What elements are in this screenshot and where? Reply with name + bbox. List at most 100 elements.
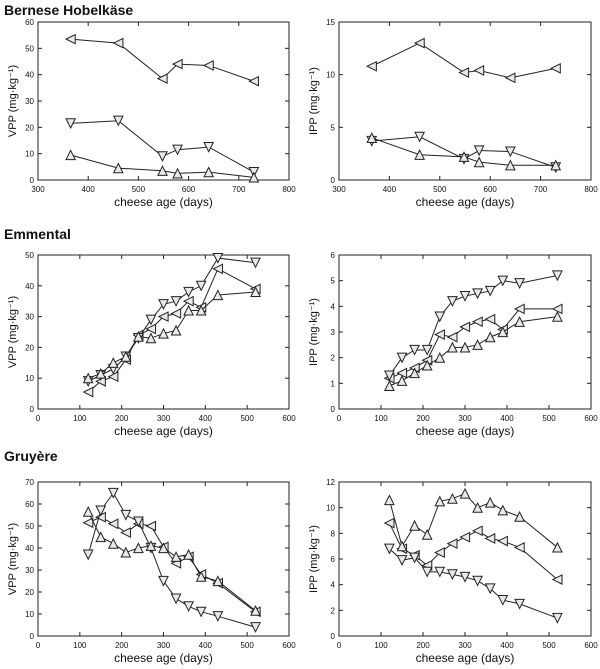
- data-point: [112, 115, 124, 127]
- x-tick-label: 600: [182, 185, 196, 194]
- data-point: [497, 326, 509, 338]
- data-point: [396, 352, 408, 364]
- data-point: [459, 321, 471, 333]
- chart-5: 0 100 200 300 400 500 600 0 10 20 30 40 50 60 70 cheese…: [7, 478, 296, 665]
- data-point: [157, 311, 169, 323]
- data-point: [434, 547, 445, 558]
- chart-3: 0 100 200 300 400 500 600 0 10 20 30 40 50 cheese age…: [7, 251, 296, 438]
- data-point: [112, 162, 124, 174]
- y-tick-label: 40: [25, 544, 34, 553]
- data-point: [484, 583, 496, 595]
- data-point: [250, 286, 261, 298]
- data-point: [82, 505, 94, 517]
- data-point: [120, 546, 132, 558]
- data-point: [132, 542, 144, 554]
- data-point: [409, 552, 421, 564]
- y-tick-label: 6: [331, 251, 336, 260]
- data-point: [413, 37, 425, 49]
- data-point: [120, 527, 131, 539]
- y-tick-label: 1: [331, 379, 336, 388]
- data-point: [484, 496, 496, 508]
- y-tick-label: 20: [25, 123, 34, 132]
- data-point: [472, 339, 484, 350]
- y-tick-label: 30: [25, 313, 34, 322]
- x-tick-label: 400: [199, 641, 213, 650]
- data-point: [112, 37, 124, 49]
- series-up: [65, 149, 260, 183]
- x-axis-label: cheese age (days): [416, 195, 515, 209]
- data-point: [409, 344, 421, 356]
- data-point: [250, 257, 261, 269]
- data-point: [212, 263, 223, 275]
- y-tick-label: 20: [25, 588, 34, 597]
- x-tick-label: 400: [500, 414, 514, 423]
- x-tick-label: 500: [542, 641, 556, 650]
- section-title-emmental: Emmental: [4, 226, 71, 242]
- x-tick-label: 600: [584, 641, 598, 650]
- chart-1: 300 400 500 600 700 800 0 10 20 30 40 50 60 cheese ag…: [7, 18, 296, 209]
- x-tick-label: 300: [157, 641, 171, 650]
- x-tick-label: 100: [374, 641, 388, 650]
- data-point: [195, 570, 207, 582]
- data-point: [414, 149, 426, 160]
- data-point: [459, 290, 471, 302]
- x-tick-label: 500: [240, 414, 254, 423]
- data-point: [473, 65, 485, 76]
- series-down: [65, 115, 260, 178]
- y-tick-label: 0: [331, 405, 336, 414]
- y-axis-label: IPP (mg·kg⁻¹): [308, 525, 320, 593]
- y-tick-label: 40: [25, 282, 34, 291]
- y-tick-label: 4: [331, 302, 336, 311]
- data-point: [504, 159, 516, 171]
- series-line: [87, 492, 256, 628]
- data-point: [212, 575, 224, 587]
- data-point: [145, 540, 157, 551]
- series-line: [70, 120, 255, 173]
- data-point: [497, 504, 509, 516]
- data-point: [183, 601, 195, 613]
- y-tick-label: 0: [331, 632, 336, 641]
- x-tick-label: 600: [282, 641, 296, 650]
- section-title-gruyere: Gruyère: [4, 448, 58, 464]
- y-tick-label: 50: [25, 251, 34, 260]
- x-tick-label: 700: [232, 185, 246, 194]
- x-axis-label: cheese age (days): [114, 651, 213, 665]
- data-point: [182, 295, 194, 307]
- series-up: [383, 487, 563, 553]
- data-point: [170, 593, 182, 605]
- x-tick-label: 400: [383, 185, 397, 194]
- data-point: [366, 132, 378, 143]
- x-tick-label: 0: [36, 414, 41, 423]
- data-point: [551, 541, 563, 553]
- data-point: [157, 165, 168, 176]
- data-point: [212, 611, 224, 622]
- data-point: [458, 67, 470, 78]
- data-point: [396, 540, 408, 552]
- x-tick-label: 200: [416, 414, 430, 423]
- data-point: [414, 131, 426, 143]
- data-point: [170, 551, 182, 562]
- data-point: [550, 62, 561, 74]
- data-point: [514, 598, 526, 610]
- data-point: [421, 344, 433, 356]
- y-tick-label: 50: [25, 522, 34, 531]
- data-point: [514, 316, 526, 327]
- data-point: [170, 324, 182, 336]
- x-tick-label: 500: [240, 641, 254, 650]
- data-point: [145, 314, 157, 326]
- data-point: [471, 316, 483, 328]
- y-axis-label: VPP (mg·kg⁻¹): [7, 296, 19, 368]
- data-point: [472, 501, 484, 513]
- x-tick-label: 600: [484, 185, 498, 194]
- data-point: [172, 167, 183, 179]
- x-tick-label: 100: [73, 641, 87, 650]
- data-point: [195, 606, 207, 618]
- series-line: [70, 154, 254, 178]
- data-point: [551, 612, 563, 624]
- data-point: [471, 525, 483, 537]
- x-tick-label: 300: [458, 641, 472, 650]
- chart-2: 300 400 500 600 700 800 0 5 10 15 cheese age (days…: [308, 18, 598, 209]
- plot-frame: [338, 21, 592, 181]
- y-axis-label: IPP (mg·kg⁻¹): [308, 67, 320, 135]
